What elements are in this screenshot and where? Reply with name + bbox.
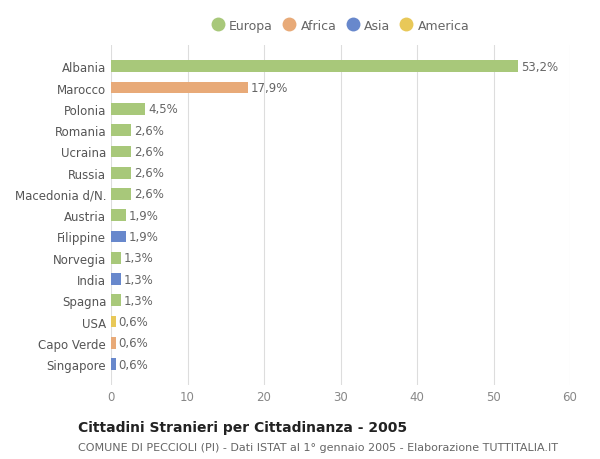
Text: 0,6%: 0,6%: [119, 358, 148, 371]
Text: COMUNE DI PECCIOLI (PI) - Dati ISTAT al 1° gennaio 2005 - Elaborazione TUTTITALI: COMUNE DI PECCIOLI (PI) - Dati ISTAT al …: [78, 442, 558, 452]
Text: 0,6%: 0,6%: [119, 315, 148, 328]
Text: 1,3%: 1,3%: [124, 294, 154, 307]
Bar: [111, 189, 131, 200]
Bar: [111, 62, 518, 73]
Bar: [111, 316, 116, 328]
Text: 4,5%: 4,5%: [148, 103, 178, 116]
Legend: Europa, Africa, Asia, America: Europa, Africa, Asia, America: [206, 15, 475, 38]
Text: Cittadini Stranieri per Cittadinanza - 2005: Cittadini Stranieri per Cittadinanza - 2…: [78, 420, 407, 434]
Bar: [111, 252, 121, 264]
Text: 0,6%: 0,6%: [119, 336, 148, 350]
Bar: [111, 146, 131, 158]
Text: 1,9%: 1,9%: [128, 209, 158, 222]
Text: 2,6%: 2,6%: [134, 146, 164, 158]
Bar: [111, 83, 248, 94]
Bar: [111, 125, 131, 137]
Text: 2,6%: 2,6%: [134, 188, 164, 201]
Bar: [111, 295, 121, 307]
Bar: [111, 358, 116, 370]
Text: 1,9%: 1,9%: [128, 230, 158, 243]
Bar: [111, 337, 116, 349]
Text: 1,3%: 1,3%: [124, 273, 154, 286]
Bar: [111, 274, 121, 285]
Bar: [111, 210, 125, 222]
Bar: [111, 168, 131, 179]
Text: 17,9%: 17,9%: [251, 82, 289, 95]
Text: 2,6%: 2,6%: [134, 124, 164, 137]
Text: 53,2%: 53,2%: [521, 61, 558, 73]
Text: 1,3%: 1,3%: [124, 252, 154, 265]
Bar: [111, 231, 125, 243]
Bar: [111, 104, 145, 116]
Text: 2,6%: 2,6%: [134, 167, 164, 180]
